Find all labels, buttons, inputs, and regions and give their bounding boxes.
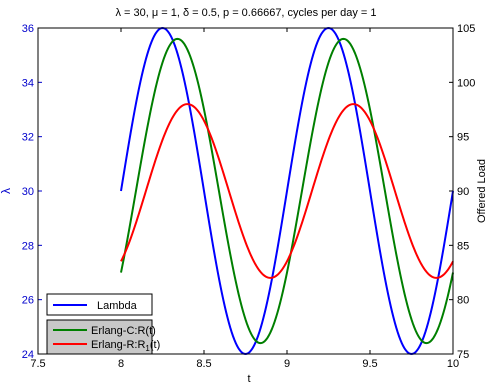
right-y-ticks: 75 80 85 90 95 100 105	[449, 23, 475, 361]
x-tick-label: 7.5	[30, 358, 45, 370]
x-tick-label: 9	[284, 358, 290, 370]
x-tick-label: 8	[118, 358, 124, 370]
right-y-tick-label: 85	[457, 240, 469, 252]
series-erlang-r-line	[120, 103, 454, 279]
legend-erlang-box	[46, 319, 153, 355]
legend-erlang-c-label: Erlang-C:R(t)	[91, 325, 156, 337]
right-y-tick-label: 95	[457, 132, 469, 144]
chart-title: λ = 30, μ = 1, δ = 0.5, p = 0.66667, cyc…	[115, 7, 376, 19]
right-y-tick-label: 100	[457, 77, 475, 89]
series-layer	[120, 26, 454, 356]
x-tick-label: 10	[447, 358, 459, 370]
series-lambda-line	[120, 26, 454, 356]
right-y-tick-label: 90	[457, 186, 469, 198]
x-tick-label: 9.5	[362, 358, 377, 370]
left-y-tick-label: 30	[22, 186, 34, 198]
legend-lambda: Lambda	[46, 293, 153, 316]
plot-frame	[37, 27, 454, 355]
right-y-tick-label: 75	[457, 349, 469, 361]
right-y-tick-label: 80	[457, 295, 469, 307]
left-y-ticks: 24 26 28 30 32 34 36	[22, 23, 42, 361]
x-tick-label: 8.5	[196, 358, 211, 370]
left-y-tick-label: 26	[22, 295, 34, 307]
legend-lambda-label: Lambda	[97, 300, 138, 312]
x-ticks: 7.5 8 8.5 9 9.5 10	[30, 28, 459, 370]
right-y-tick-label: 105	[457, 23, 475, 35]
legend-erlang-r-label: Erlang-R:R1(t)	[91, 339, 160, 353]
x-axis-label: t	[247, 373, 250, 384]
left-y-tick-label: 24	[22, 349, 34, 361]
left-y-tick-label: 34	[22, 77, 34, 89]
left-y-axis-label: λ	[0, 188, 13, 194]
legend-erlang: Erlang-C:R(t) Erlang-R:R1(t)	[46, 319, 160, 355]
left-y-tick-label: 36	[22, 23, 34, 35]
left-y-tick-label: 28	[22, 240, 34, 252]
series-erlang-c-line	[120, 37, 454, 345]
left-y-tick-label: 32	[22, 132, 34, 144]
right-y-axis-label: Offered Load	[476, 159, 488, 223]
legend-lambda-box	[46, 293, 153, 316]
